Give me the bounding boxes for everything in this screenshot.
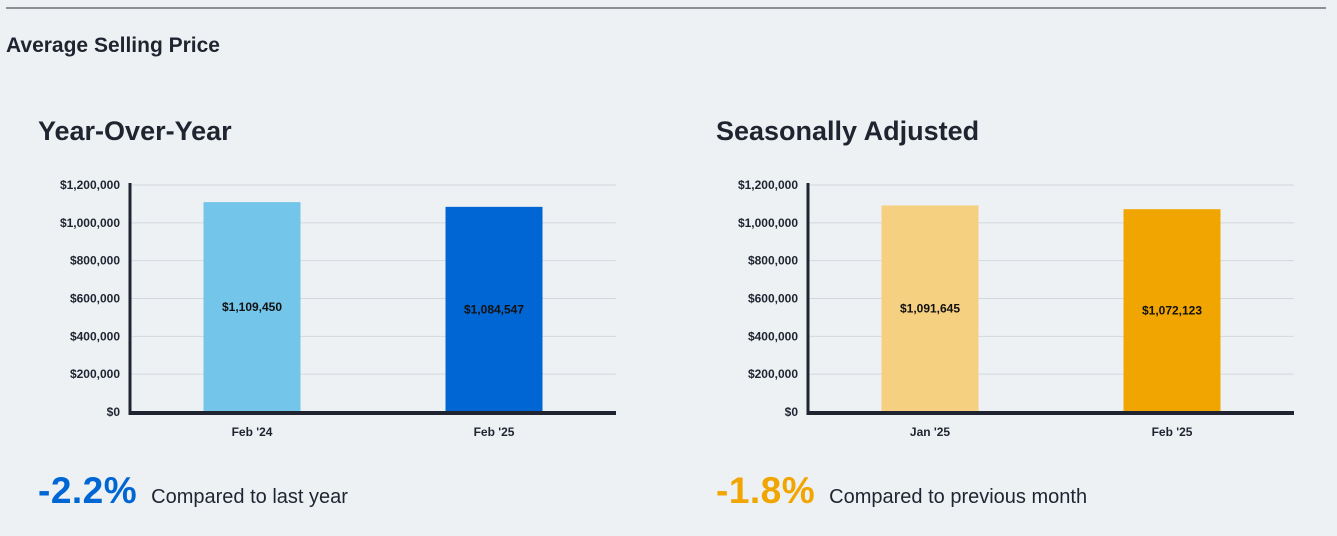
section-title: Average Selling Price <box>6 34 220 57</box>
y-tick-label: $0 <box>785 405 799 419</box>
seasonal-summary: -1.8% Compared to previous month <box>716 470 1087 512</box>
seasonal-title: Seasonally Adjusted <box>716 116 980 146</box>
yoy-title: Year-Over-Year <box>38 116 232 146</box>
seasonal-panel: Seasonally Adjusted $0 $200,000 $400,000 $6… <box>678 0 1318 536</box>
y-tick-label: $400,000 <box>70 329 120 343</box>
y-tick-label: $200,000 <box>748 367 798 381</box>
y-tick-label: $0 <box>107 405 121 419</box>
bar <box>1123 209 1221 412</box>
seasonal-chart: $0 $200,000 $400,000 $600,000 $800,000 $1,000… <box>738 178 1294 439</box>
bar <box>881 205 979 412</box>
yoy-panel: Year-Over-Year $0 $200,000 $400,000 $600,00… <box>0 0 640 536</box>
top-divider <box>6 7 1326 9</box>
x-tick-label: Feb '25 <box>474 425 515 439</box>
y-tick-label: $800,000 <box>70 254 120 268</box>
y-tick-label: $1,200,000 <box>738 178 798 192</box>
x-tick-label: Jan '25 <box>910 425 951 439</box>
bar <box>445 206 543 412</box>
seasonal-compare-text: Compared to previous month <box>829 486 1088 508</box>
bar <box>203 202 301 412</box>
yoy-chart: $0 $200,000 $400,000 $600,000 $800,000 $1,000… <box>60 178 616 439</box>
yoy-compare-text: Compared to last year <box>151 486 348 508</box>
x-tick-label: Feb '24 <box>232 425 273 439</box>
y-tick-label: $600,000 <box>70 292 120 306</box>
bar-value-label: $1,091,645 <box>900 302 960 316</box>
y-tick-label: $200,000 <box>70 367 120 381</box>
y-tick-label: $400,000 <box>748 329 798 343</box>
yoy-summary: -2.2% Compared to last year <box>38 470 348 512</box>
y-tick-label: $1,200,000 <box>60 178 120 192</box>
y-tick-label: $600,000 <box>748 292 798 306</box>
x-tick-label: Feb '25 <box>1152 425 1193 439</box>
y-tick-label: $800,000 <box>748 254 798 268</box>
yoy-percent-change: -2.2% <box>38 470 138 511</box>
y-tick-label: $1,000,000 <box>60 216 120 230</box>
bar-value-label: $1,072,123 <box>1142 304 1202 318</box>
y-tick-label: $1,000,000 <box>738 216 798 230</box>
seasonal-percent-change: -1.8% <box>716 470 816 511</box>
bar-value-label: $1,084,547 <box>464 302 524 316</box>
bar-value-label: $1,109,450 <box>222 300 282 314</box>
